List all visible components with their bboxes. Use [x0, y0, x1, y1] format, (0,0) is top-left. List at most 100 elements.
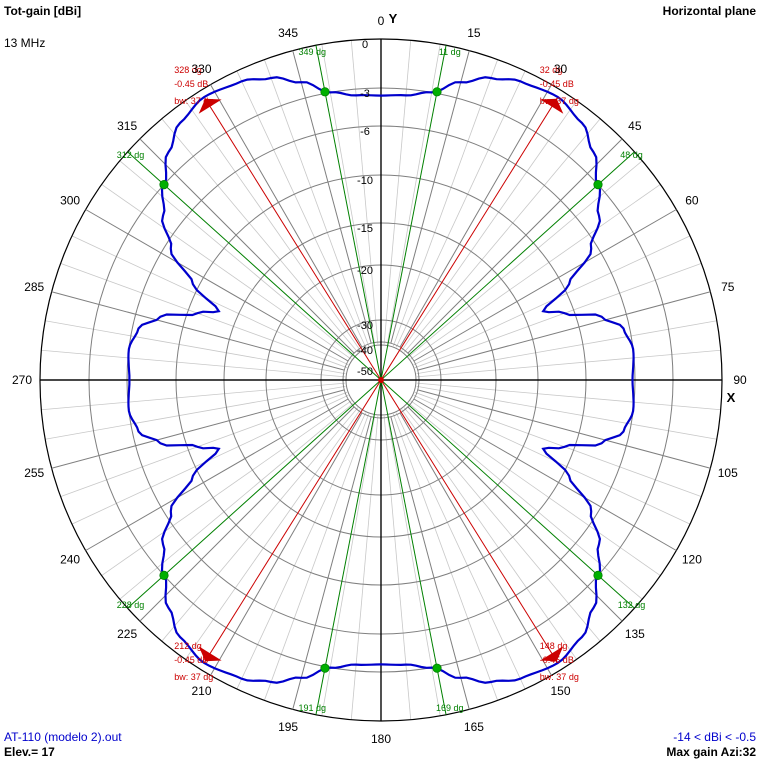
- file-label: AT-110 (modelo 2).out: [4, 730, 122, 744]
- major-spoke: [417, 389, 711, 469]
- azimuth-label: 165: [464, 720, 484, 734]
- minor-spoke: [161, 407, 359, 642]
- beam-angle-label: 11 dg: [439, 47, 461, 57]
- max-angle-label: 148 dg: [540, 641, 568, 651]
- elevation-label: Elev.= 17: [4, 745, 55, 759]
- minor-spoke: [45, 385, 346, 440]
- half-power-point: [593, 570, 603, 580]
- beam-angle-label: 228 dg: [117, 600, 145, 610]
- minor-spoke: [185, 409, 361, 660]
- beamwidth-line: [380, 45, 447, 381]
- minor-spoke: [236, 70, 367, 348]
- azimuth-label: 225: [117, 627, 137, 641]
- beamwidth-line: [315, 379, 382, 715]
- azimuth-label: 30: [554, 62, 568, 76]
- minor-spoke: [101, 400, 352, 576]
- frequency-label: 13 MHz: [4, 36, 46, 50]
- minor-spoke: [383, 40, 412, 345]
- beam-angle-label: 191 dg: [298, 703, 326, 713]
- polar-labels: 32 dg -0.45 dB bw: 37 dg 148 dg -0.45 dB bw: …: [12, 11, 747, 746]
- max-gain-line: [380, 379, 559, 664]
- minor-spoke: [263, 413, 370, 701]
- major-spoke: [210, 84, 363, 348]
- range-label: -14 < dBi < -0.5: [673, 730, 756, 744]
- max-gain-value: -0.45 dB: [174, 79, 208, 89]
- minor-spoke: [236, 412, 367, 690]
- half-power-point: [320, 663, 330, 673]
- major-spoke: [85, 209, 349, 362]
- ring-label: -40: [357, 345, 373, 357]
- minor-spoke: [71, 394, 349, 525]
- pattern-trace: [127, 76, 635, 684]
- major-spoke: [399, 412, 552, 676]
- azimuth-label: 315: [117, 119, 137, 133]
- major-spoke: [51, 389, 345, 469]
- beamwidth-line: [315, 45, 382, 381]
- half-power-point: [159, 570, 169, 580]
- minor-spoke: [408, 402, 643, 600]
- beamwidth-line: [127, 379, 382, 609]
- beam-angle-label: 48 dg: [620, 150, 643, 160]
- minor-spoke: [185, 100, 361, 351]
- half-power-point: [593, 180, 603, 190]
- beamwidth-line: [380, 151, 635, 381]
- beamwidth-line: [127, 151, 382, 381]
- minor-spoke: [414, 262, 702, 369]
- major-spoke: [292, 50, 372, 344]
- half-power-point: [320, 87, 330, 97]
- minor-spoke: [416, 382, 721, 411]
- minor-spoke: [403, 118, 601, 353]
- minor-spoke: [321, 44, 376, 345]
- minor-spoke: [408, 160, 643, 358]
- half-power-point: [432, 87, 442, 97]
- minor-spoke: [71, 235, 349, 366]
- max-angle-label: 328 dg: [174, 65, 202, 75]
- minor-spoke: [386, 415, 441, 716]
- azimuth-label: 75: [721, 280, 735, 294]
- minor-spoke: [416, 385, 717, 440]
- max-gain-value: -0.45 dB: [174, 655, 208, 665]
- ring-label: -6: [360, 126, 370, 138]
- major-spoke: [139, 138, 355, 354]
- half-power-point: [159, 180, 169, 190]
- quantity-title: Tot-gain [dBi]: [4, 4, 82, 18]
- minor-spoke: [41, 382, 346, 411]
- minor-spoke: [395, 412, 526, 690]
- minor-spoke: [410, 184, 661, 360]
- beamwidth-label: bw: 37 dg: [540, 96, 579, 106]
- minor-spoke: [413, 394, 691, 525]
- minor-spoke: [41, 349, 346, 378]
- max-gain-line: [203, 96, 382, 381]
- y-axis-letter: Y: [389, 11, 398, 26]
- max-gain-value: -0.45 dB: [540, 655, 574, 665]
- ring-label: -20: [357, 265, 373, 277]
- max-angle-label: 212 dg: [174, 641, 202, 651]
- beamwidth-label: bw: 37 dg: [174, 96, 213, 106]
- beamwidth-label: bw: 37 dg: [540, 672, 579, 682]
- plane-title: Horizontal plane: [662, 4, 756, 18]
- minor-spoke: [60, 262, 348, 369]
- azimuth-label: 60: [685, 194, 699, 208]
- minor-spoke: [321, 415, 376, 716]
- major-spoke: [210, 412, 363, 676]
- ring-label: -50: [357, 366, 373, 378]
- minor-spoke: [45, 320, 346, 375]
- major-spoke: [139, 406, 355, 622]
- minor-grid: [41, 40, 721, 720]
- azimuth-label: 90: [733, 373, 747, 387]
- beam-angle-label: 132 dg: [618, 600, 646, 610]
- beam-angle-label: 349 dg: [298, 47, 326, 57]
- half-power-point: [432, 663, 442, 673]
- max-gain-label: Max gain Azi:32: [666, 745, 756, 759]
- azimuth-label: 0: [378, 14, 385, 28]
- max-gain-marker: [198, 98, 222, 114]
- minor-spoke: [392, 59, 499, 347]
- minor-spoke: [263, 59, 370, 347]
- beam-angle-label: 169 dg: [436, 703, 464, 713]
- major-spoke: [417, 291, 711, 371]
- minor-spoke: [414, 391, 702, 498]
- ring-label: 0: [362, 39, 368, 51]
- major-spoke: [85, 398, 349, 551]
- major-spoke: [413, 209, 677, 362]
